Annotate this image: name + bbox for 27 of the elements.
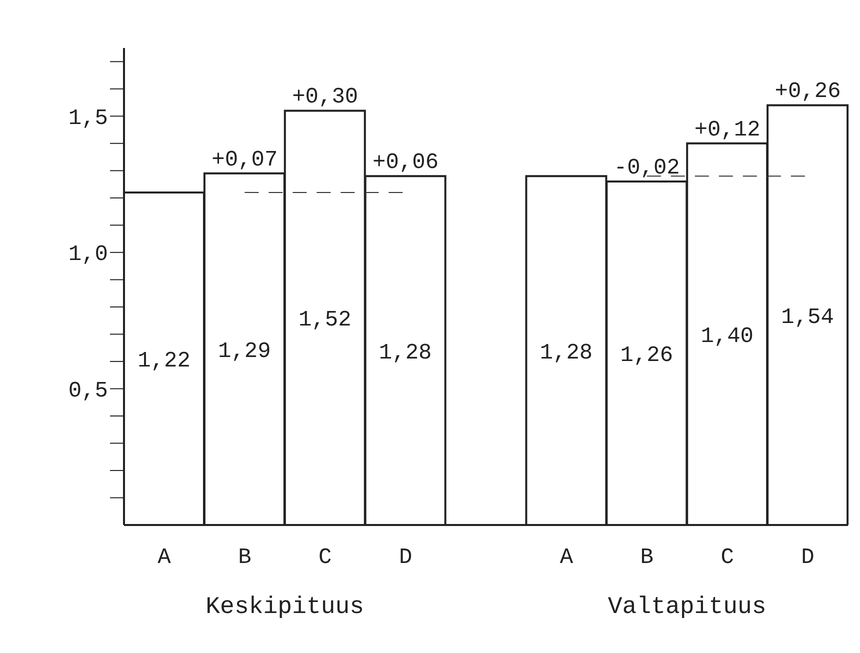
x-tick-label: D bbox=[801, 545, 814, 570]
annotation: +0,06 bbox=[372, 150, 439, 176]
x-tick-label: C bbox=[720, 545, 734, 570]
x-tick-label: A bbox=[560, 545, 574, 570]
x-tick-label: B bbox=[640, 545, 654, 570]
data-label: 1,52 bbox=[298, 308, 352, 333]
x-tick-label: A bbox=[158, 545, 172, 570]
annotation: +0,12 bbox=[694, 117, 760, 142]
data-label: 1,28 bbox=[540, 340, 593, 366]
data-label: 1,28 bbox=[378, 340, 432, 366]
data-label: 1,22 bbox=[138, 348, 190, 374]
x-tick-label: D bbox=[398, 545, 412, 570]
data-label: 1,40 bbox=[700, 324, 754, 350]
annotation: -0,02 bbox=[614, 156, 680, 181]
data-label: 1,29 bbox=[218, 339, 271, 364]
text: Keskipituus bbox=[206, 594, 364, 621]
x-tick-label: C bbox=[318, 545, 332, 570]
y-tick-label: 1,0 bbox=[68, 242, 108, 268]
x-tick-label: B bbox=[238, 545, 252, 570]
annotation: +0,30 bbox=[292, 84, 358, 110]
data-label: 1,26 bbox=[620, 343, 674, 368]
y-tick-label: 0,5 bbox=[68, 378, 108, 404]
text: Valtapituus bbox=[608, 594, 766, 621]
annotation: +0,07 bbox=[212, 147, 278, 172]
y-tick-label: 1,5 bbox=[68, 106, 108, 131]
data-label: 1,54 bbox=[781, 304, 834, 330]
annotation: +0,26 bbox=[774, 79, 841, 104]
